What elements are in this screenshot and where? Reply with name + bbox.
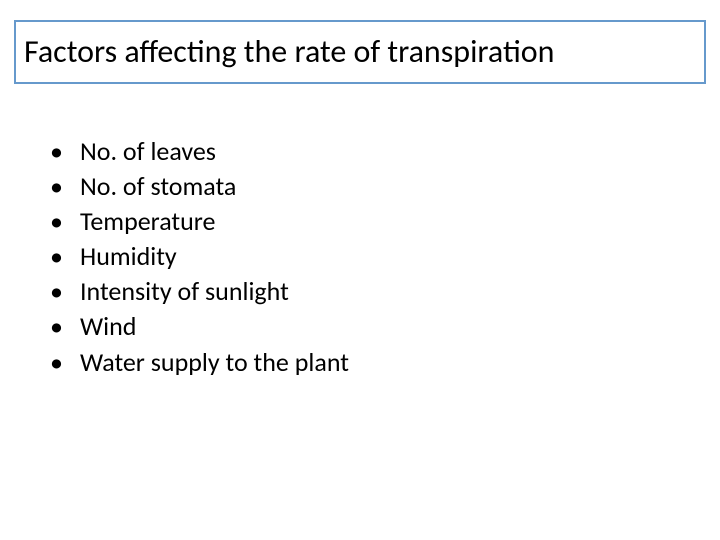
bullet-icon: • xyxy=(50,169,80,204)
list-item: • No. of leaves xyxy=(50,134,349,169)
bullet-text: Humidity xyxy=(80,239,177,274)
bullet-text: Temperature xyxy=(80,204,215,239)
slide-title: Factors affecting the rate of transpirat… xyxy=(24,34,554,69)
list-item: • Wind xyxy=(50,309,349,344)
bullet-icon: • xyxy=(50,345,80,380)
list-item: • Temperature xyxy=(50,204,349,239)
list-item: • Intensity of sunlight xyxy=(50,274,349,309)
bullet-text: No. of stomata xyxy=(80,169,236,204)
bullet-text: No. of leaves xyxy=(80,134,216,169)
bullet-text: Intensity of sunlight xyxy=(80,274,289,309)
bullet-text: Water supply to the plant xyxy=(80,345,349,380)
bullet-icon: • xyxy=(50,274,80,309)
list-item: • Water supply to the plant xyxy=(50,345,349,380)
title-box: Factors affecting the rate of transpirat… xyxy=(14,20,706,84)
bullet-icon: • xyxy=(50,239,80,274)
bullet-icon: • xyxy=(50,134,80,169)
bullet-icon: • xyxy=(50,204,80,239)
bullet-icon: • xyxy=(50,309,80,344)
list-item: • Humidity xyxy=(50,239,349,274)
list-item: • No. of stomata xyxy=(50,169,349,204)
bullet-text: Wind xyxy=(80,309,136,344)
bullet-list: • No. of leaves • No. of stomata • Tempe… xyxy=(50,134,349,380)
